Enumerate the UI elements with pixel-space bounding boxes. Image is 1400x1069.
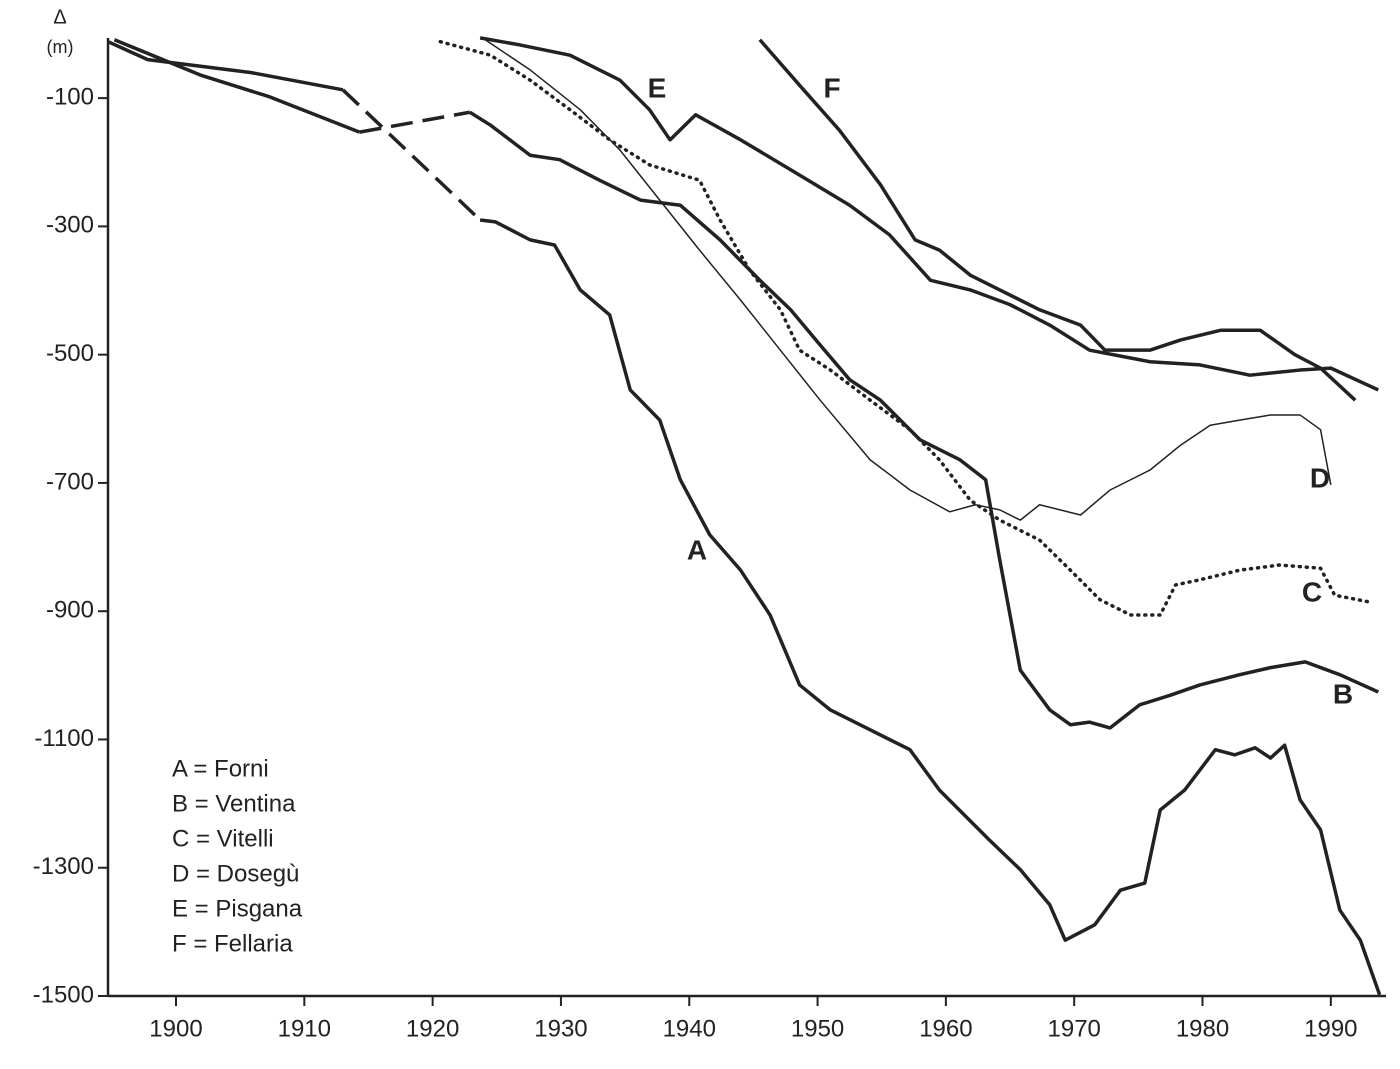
y-tick-label: -100 — [46, 83, 94, 110]
x-tick-label: 1930 — [534, 1015, 587, 1042]
y-tick-label: -900 — [46, 597, 94, 624]
series-line — [479, 218, 1382, 996]
series-line — [479, 36, 1380, 392]
curve-label: D — [1310, 462, 1330, 493]
legend-entry: B = Ventina — [172, 790, 296, 817]
x-tick-label: 1940 — [663, 1015, 716, 1042]
curve-label: A — [687, 534, 707, 565]
x-tick-label: 1950 — [791, 1015, 844, 1042]
x-tick-label: 1970 — [1048, 1015, 1101, 1042]
curve-label: E — [648, 72, 667, 103]
x-tick-label: 1980 — [1176, 1015, 1229, 1042]
legend-entry: F = Fellaria — [172, 930, 293, 957]
x-tick-label: 1900 — [149, 1015, 202, 1042]
x-tick-label: 1920 — [406, 1015, 459, 1042]
y-tick-label: -700 — [46, 468, 94, 495]
series-line — [113, 38, 361, 134]
curve-label: F — [823, 72, 840, 103]
y-axis-label: Δ — [53, 6, 66, 28]
curve-label: C — [1302, 576, 1322, 607]
series-line — [758, 38, 1357, 402]
y-tick-label: -1300 — [33, 853, 94, 880]
series-line-dashed — [359, 110, 471, 134]
y-tick-label: -1100 — [34, 725, 94, 752]
legend-entry: A = Forni — [172, 755, 269, 782]
x-tick-label: 1960 — [919, 1015, 972, 1042]
legend-entry: D = Dosegù — [172, 860, 299, 887]
series-line — [107, 40, 344, 92]
legend-entry: C = Vitelli — [172, 825, 274, 852]
y-tick-label: -1500 — [33, 981, 94, 1008]
series-line — [438, 39, 1373, 617]
series-line-dashed — [341, 88, 482, 222]
y-tick-label: -300 — [46, 212, 94, 239]
curve-label: B — [1333, 678, 1353, 709]
series-line — [484, 39, 1332, 521]
legend-entry: E = Pisgana — [172, 895, 303, 922]
y-axis-unit: (m) — [47, 37, 74, 57]
y-tick-label: -500 — [46, 340, 94, 367]
x-tick-label: 1990 — [1304, 1015, 1357, 1042]
series-line — [468, 110, 1380, 730]
x-tick-label: 1910 — [278, 1015, 331, 1042]
